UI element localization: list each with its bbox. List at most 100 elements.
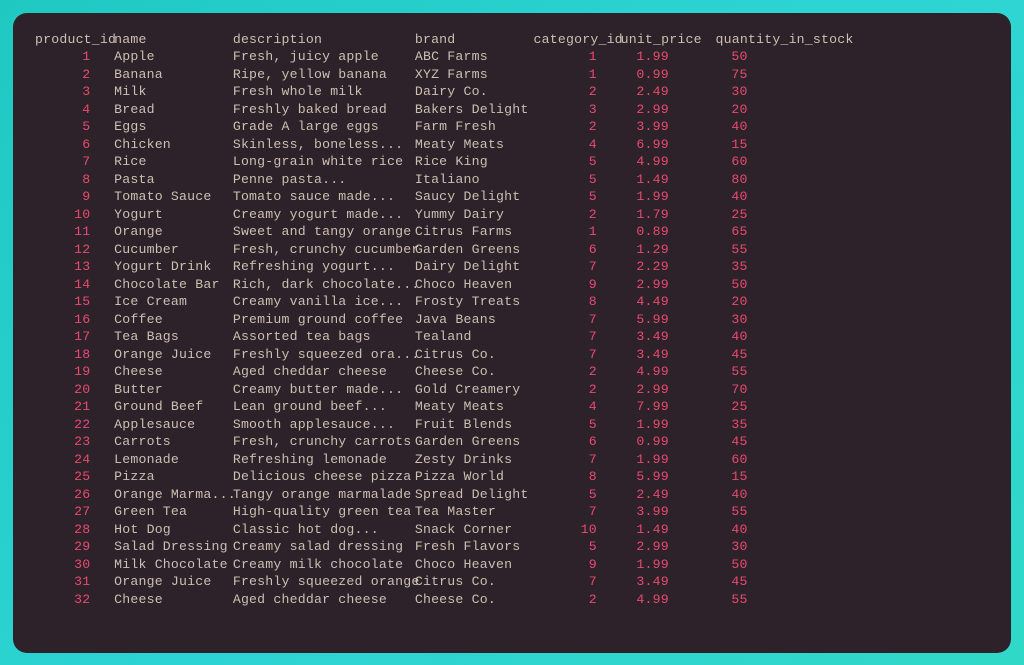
cell-desc: Smooth applesauce... bbox=[233, 416, 415, 434]
table-row: 23CarrotsFresh, crunchy carrotsGarden Gr… bbox=[35, 433, 989, 451]
table-row: 7RiceLong-grain white riceRice King54.99… bbox=[35, 153, 989, 171]
cell-pid: 19 bbox=[35, 363, 114, 381]
table-row: 31Orange JuiceFreshly squeezed orangeCit… bbox=[35, 573, 989, 591]
cell-name: Banana bbox=[114, 66, 233, 84]
cell-qty: 20 bbox=[716, 101, 851, 119]
cell-qty: 55 bbox=[716, 241, 851, 259]
table-row: 24LemonadeRefreshing lemonadeZesty Drink… bbox=[35, 451, 989, 469]
cell-pid: 5 bbox=[35, 118, 114, 136]
table-row: 11OrangeSweet and tangy orangeCitrus Far… bbox=[35, 223, 989, 241]
table-row: 22ApplesauceSmooth applesauce...Fruit Bl… bbox=[35, 416, 989, 434]
cell-qty: 30 bbox=[716, 311, 851, 329]
cell-cat: 5 bbox=[534, 486, 621, 504]
cell-name: Cheese bbox=[114, 591, 233, 609]
cell-qty: 25 bbox=[716, 206, 851, 224]
cell-name: Orange Marma... bbox=[114, 486, 233, 504]
col-header-product-id: product_id bbox=[35, 31, 114, 49]
cell-desc: Fresh, crunchy cucumber bbox=[233, 241, 415, 259]
cell-brand: Rice King bbox=[415, 153, 534, 171]
cell-cat: 8 bbox=[534, 468, 621, 486]
cell-qty: 40 bbox=[716, 486, 851, 504]
cell-pid: 15 bbox=[35, 293, 114, 311]
cell-cat: 7 bbox=[534, 311, 621, 329]
table-row: 8PastaPenne pasta...Italiano51.4980 bbox=[35, 171, 989, 189]
cell-price: 4.99 bbox=[621, 591, 716, 609]
cell-brand: Cheese Co. bbox=[415, 591, 534, 609]
cell-price: 2.99 bbox=[621, 538, 716, 556]
cell-cat: 5 bbox=[534, 171, 621, 189]
cell-name: Chicken bbox=[114, 136, 233, 154]
col-header-brand: brand bbox=[415, 31, 534, 49]
cell-desc: Assorted tea bags bbox=[233, 328, 415, 346]
cell-desc: Penne pasta... bbox=[233, 171, 415, 189]
cell-desc: Long-grain white rice bbox=[233, 153, 415, 171]
table-row: 25PizzaDelicious cheese pizzaPizza World… bbox=[35, 468, 989, 486]
cell-name: Pasta bbox=[114, 171, 233, 189]
table-row: 26Orange Marma...Tangy orange marmaladeS… bbox=[35, 486, 989, 504]
cell-name: Tomato Sauce bbox=[114, 188, 233, 206]
cell-brand: Dairy Co. bbox=[415, 83, 534, 101]
table-row: 12CucumberFresh, crunchy cucumberGarden … bbox=[35, 241, 989, 259]
cell-qty: 25 bbox=[716, 398, 851, 416]
cell-cat: 7 bbox=[534, 451, 621, 469]
cell-desc: Premium ground coffee bbox=[233, 311, 415, 329]
cell-brand: Fruit Blends bbox=[415, 416, 534, 434]
cell-name: Lemonade bbox=[114, 451, 233, 469]
cell-desc: Freshly baked bread bbox=[233, 101, 415, 119]
cell-qty: 55 bbox=[716, 363, 851, 381]
table-row: 21Ground BeefLean ground beef...Meaty Me… bbox=[35, 398, 989, 416]
cell-brand: ABC Farms bbox=[415, 48, 534, 66]
cell-price: 0.99 bbox=[621, 433, 716, 451]
cell-qty: 80 bbox=[716, 171, 851, 189]
cell-qty: 70 bbox=[716, 381, 851, 399]
cell-price: 2.49 bbox=[621, 83, 716, 101]
cell-brand: Citrus Farms bbox=[415, 223, 534, 241]
cell-pid: 1 bbox=[35, 48, 114, 66]
cell-brand: Citrus Co. bbox=[415, 573, 534, 591]
cell-price: 5.99 bbox=[621, 311, 716, 329]
table-row: 4BreadFreshly baked breadBakers Delight3… bbox=[35, 101, 989, 119]
cell-name: Applesauce bbox=[114, 416, 233, 434]
cell-desc: Freshly squeezed ora... bbox=[233, 346, 415, 364]
cell-price: 1.99 bbox=[621, 48, 716, 66]
cell-cat: 6 bbox=[534, 433, 621, 451]
table-row: 10YogurtCreamy yogurt made...Yummy Dairy… bbox=[35, 206, 989, 224]
cell-pid: 27 bbox=[35, 503, 114, 521]
cell-qty: 75 bbox=[716, 66, 851, 84]
cell-cat: 9 bbox=[534, 276, 621, 294]
cell-name: Tea Bags bbox=[114, 328, 233, 346]
cell-qty: 35 bbox=[716, 416, 851, 434]
cell-price: 1.99 bbox=[621, 188, 716, 206]
cell-price: 1.99 bbox=[621, 416, 716, 434]
cell-pid: 2 bbox=[35, 66, 114, 84]
cell-desc: Creamy salad dressing bbox=[233, 538, 415, 556]
cell-name: Bread bbox=[114, 101, 233, 119]
cell-name: Milk Chocolate bbox=[114, 556, 233, 574]
col-header-qty: quantity_in_stock bbox=[716, 31, 851, 49]
cell-brand: Garden Greens bbox=[415, 241, 534, 259]
cell-desc: Aged cheddar cheese bbox=[233, 363, 415, 381]
cell-cat: 2 bbox=[534, 381, 621, 399]
cell-qty: 20 bbox=[716, 293, 851, 311]
table-row: 32CheeseAged cheddar cheeseCheese Co.24.… bbox=[35, 591, 989, 609]
cell-desc: Refreshing lemonade bbox=[233, 451, 415, 469]
cell-cat: 1 bbox=[534, 223, 621, 241]
table-row: 13Yogurt DrinkRefreshing yogurt...Dairy … bbox=[35, 258, 989, 276]
cell-price: 1.99 bbox=[621, 556, 716, 574]
cell-qty: 65 bbox=[716, 223, 851, 241]
col-header-description: description bbox=[233, 31, 415, 49]
table-row: 2BananaRipe, yellow bananaXYZ Farms10.99… bbox=[35, 66, 989, 84]
cell-name: Cheese bbox=[114, 363, 233, 381]
cell-qty: 30 bbox=[716, 538, 851, 556]
cell-desc: High-quality green tea bbox=[233, 503, 415, 521]
cell-desc: Refreshing yogurt... bbox=[233, 258, 415, 276]
cell-qty: 50 bbox=[716, 556, 851, 574]
cell-brand: Tea Master bbox=[415, 503, 534, 521]
table-row: 20ButterCreamy butter made...Gold Creame… bbox=[35, 381, 989, 399]
cell-brand: Java Beans bbox=[415, 311, 534, 329]
cell-cat: 5 bbox=[534, 153, 621, 171]
cell-price: 1.29 bbox=[621, 241, 716, 259]
cell-qty: 60 bbox=[716, 451, 851, 469]
terminal-output: product_id name description brand catego… bbox=[13, 13, 1011, 653]
cell-desc: Aged cheddar cheese bbox=[233, 591, 415, 609]
